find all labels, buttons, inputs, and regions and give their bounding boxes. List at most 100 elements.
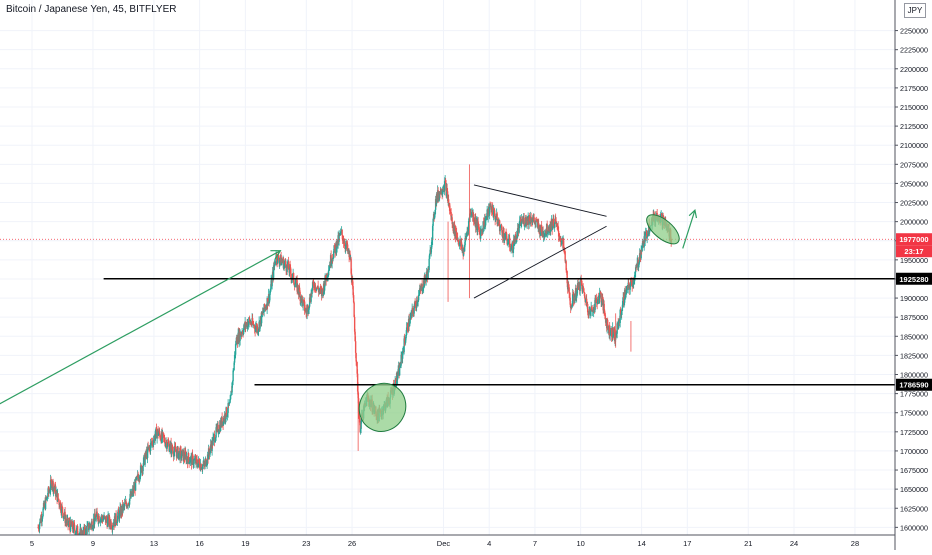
symbol-title: Bitcoin / Japanese Yen, 45, BITFLYER — [6, 4, 177, 15]
y-tick-label: 2225000 — [900, 46, 928, 55]
candle-body — [191, 454, 194, 457]
candle-body — [627, 282, 629, 290]
candle-body — [202, 464, 204, 466]
candle-body — [526, 217, 528, 225]
candle-body — [568, 293, 571, 298]
candle-body — [233, 355, 236, 363]
candle-body — [297, 284, 299, 292]
candle-body — [571, 294, 574, 305]
candle-body — [490, 205, 492, 210]
candle-body — [518, 223, 520, 233]
candle-body — [544, 232, 546, 234]
candle-body — [54, 485, 57, 497]
candle-body — [513, 240, 515, 245]
candle-body — [567, 284, 570, 288]
candle-body — [165, 442, 168, 449]
candle-body — [177, 453, 180, 459]
highlight-ellipse-low[interactable] — [350, 375, 414, 440]
candle-body — [326, 275, 329, 278]
candle-body — [553, 223, 556, 228]
candle-body — [198, 459, 200, 463]
candle-body — [230, 390, 232, 396]
candle-body — [491, 207, 494, 215]
y-tick-label: 1675000 — [900, 466, 928, 475]
candle-body — [614, 339, 616, 342]
candle-body — [189, 457, 192, 462]
candle-body — [446, 187, 448, 192]
candle-body — [351, 280, 354, 287]
candle-body — [309, 301, 312, 303]
candle-body — [407, 330, 409, 332]
target-arrow[interactable] — [682, 209, 696, 249]
candle-body — [431, 239, 433, 242]
candle-body — [250, 322, 252, 325]
candle-body — [332, 258, 334, 260]
candle-body — [262, 312, 265, 314]
candle-body — [139, 465, 142, 477]
x-tick-label: 5 — [30, 539, 34, 548]
candle-body — [128, 504, 130, 506]
candle-body — [493, 208, 495, 211]
candle-body — [324, 275, 327, 280]
candle-body — [507, 238, 510, 243]
candle-body — [581, 286, 584, 292]
candle-body — [450, 212, 452, 220]
candle-body — [68, 522, 71, 527]
candle-body — [201, 465, 204, 469]
candle-body — [158, 431, 161, 435]
x-tick-label: 23 — [302, 539, 310, 548]
candle-body — [633, 281, 635, 283]
candle-body — [193, 459, 196, 461]
level-price-label-bg — [896, 378, 932, 391]
highlight-ellipse-high[interactable] — [642, 210, 684, 250]
candle-body — [108, 516, 111, 523]
candle-body — [580, 278, 582, 283]
triangle-upper-line[interactable] — [473, 184, 607, 217]
candle-body — [525, 217, 527, 223]
triangle-lower-line[interactable] — [473, 225, 607, 299]
candle-body — [122, 505, 124, 512]
candle-body — [276, 254, 279, 263]
candle-body — [408, 323, 411, 327]
candle-body — [99, 518, 102, 522]
candle-body — [307, 309, 310, 312]
candle-body — [539, 232, 542, 236]
candle-body — [291, 273, 294, 278]
currency-badge[interactable]: JPY — [904, 3, 926, 18]
candle-body — [312, 283, 315, 287]
candle-body — [282, 258, 285, 270]
candle-body — [327, 275, 329, 276]
candle-body — [400, 354, 402, 366]
candle-body — [251, 318, 254, 324]
candle-body — [589, 310, 592, 315]
candle-body — [506, 239, 508, 245]
trend-arrow-head[interactable] — [270, 250, 282, 260]
candle-body — [620, 310, 623, 315]
candle-body — [74, 533, 77, 535]
candle-body — [636, 262, 638, 268]
candle-body — [78, 533, 81, 535]
candle-body — [116, 522, 118, 523]
candle-body — [520, 222, 522, 226]
candle-body — [512, 240, 515, 250]
candle-body — [360, 420, 362, 429]
candle-body — [434, 198, 437, 210]
target-arrow-head[interactable] — [688, 208, 698, 219]
candle-body — [287, 261, 290, 270]
candle-body — [534, 222, 536, 224]
candle-body — [571, 304, 573, 308]
candle-body — [232, 370, 235, 371]
candle-body — [154, 429, 157, 437]
candle-body — [47, 488, 50, 493]
candle-body — [72, 523, 75, 532]
candle-body — [139, 476, 141, 480]
candle-body — [101, 515, 103, 519]
y-tick-label: 1775000 — [900, 390, 928, 399]
trend-arrow[interactable] — [0, 250, 281, 411]
candle-body — [619, 309, 621, 324]
candle-body — [354, 331, 356, 342]
candle-body — [413, 302, 416, 308]
candle-body — [403, 338, 405, 353]
